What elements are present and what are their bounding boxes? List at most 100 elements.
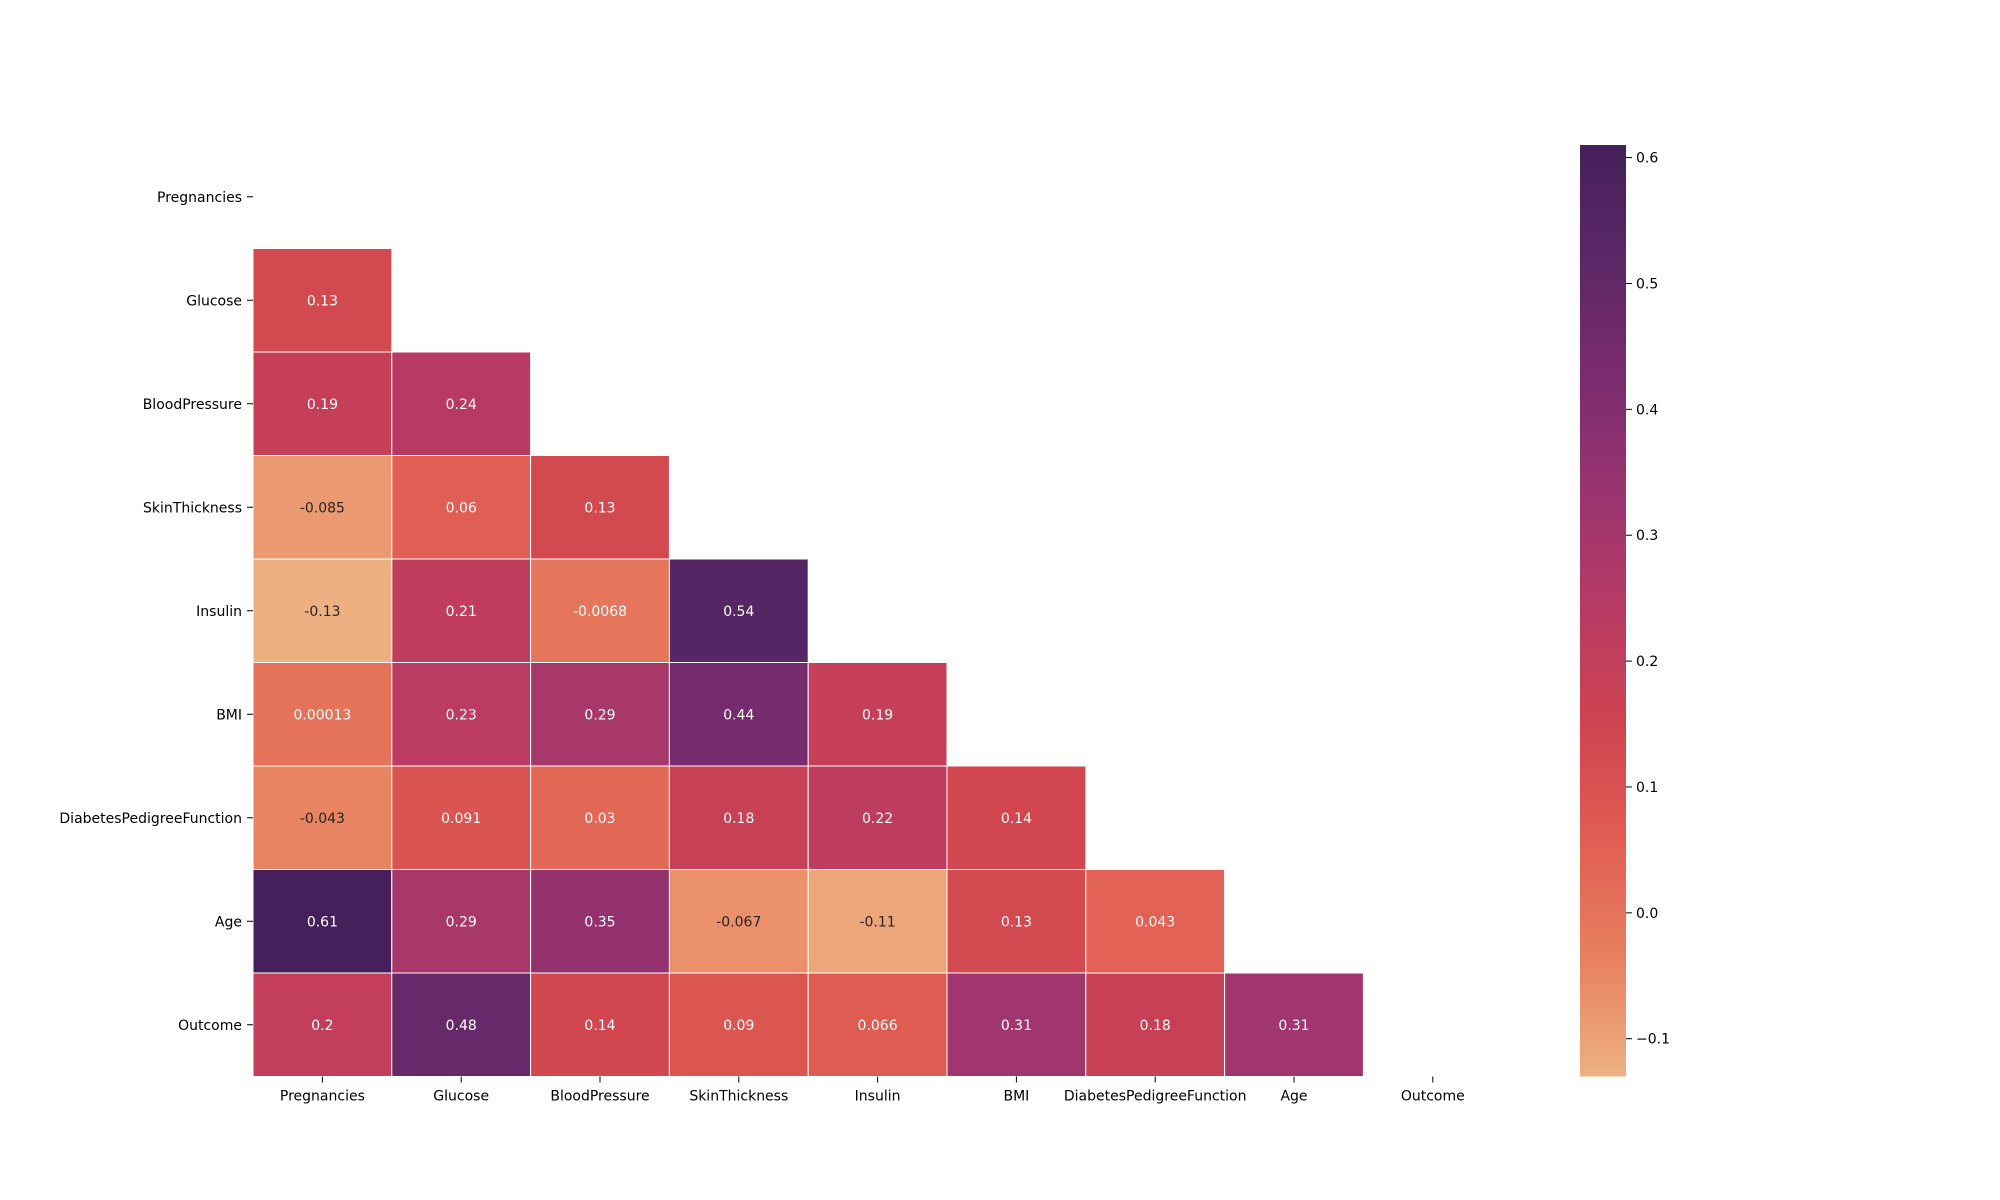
y-tick-label-insulin: Insulin bbox=[196, 604, 242, 620]
cell-value-label: -0.11 bbox=[859, 914, 895, 930]
cell-value-label: 0.23 bbox=[446, 707, 477, 723]
colorbar-tick-label: 0.1 bbox=[1636, 780, 1658, 796]
colorbar-tick-label: 0.5 bbox=[1636, 276, 1658, 292]
cell-value-label: 0.19 bbox=[862, 707, 893, 723]
y-tick-label-bloodpressure: BloodPressure bbox=[143, 397, 242, 413]
y-tick-label-pregnancies: Pregnancies bbox=[157, 190, 242, 206]
cell-value-label: 0.29 bbox=[446, 914, 477, 930]
colorbar-tick-label: −0.1 bbox=[1636, 1032, 1670, 1048]
cell-value-label: 0.14 bbox=[1001, 811, 1032, 827]
y-tick-label-diabetespedigreefunction: DiabetesPedigreeFunction bbox=[59, 811, 242, 827]
heatmap-cell-bmi-bloodpressure bbox=[530, 662, 670, 767]
colorbar-tick-label: 0.6 bbox=[1636, 151, 1658, 167]
heatmap-cell-outcome-pregnancies bbox=[252, 972, 393, 1077]
x-tick-label-bloodpressure: BloodPressure bbox=[550, 1089, 649, 1105]
y-tick-label-age: Age bbox=[215, 914, 242, 930]
cell-value-label: 0.44 bbox=[723, 707, 754, 723]
cell-value-label: 0.31 bbox=[1001, 1018, 1032, 1034]
colorbar-tick-label: 0.4 bbox=[1636, 402, 1658, 418]
heatmap-cell-bmi-insulin bbox=[807, 662, 948, 767]
x-tick-label-outcome: Outcome bbox=[1401, 1089, 1465, 1105]
heatmap-cell-bloodpressure-glucose bbox=[391, 351, 532, 456]
heatmap-cell-outcome-age bbox=[1224, 972, 1364, 1077]
cell-value-label: 0.2 bbox=[311, 1018, 333, 1034]
cell-value-label: 0.06 bbox=[446, 500, 477, 516]
heatmap-cell-insulin-skinthickness bbox=[668, 558, 809, 663]
heatmap-cell-diabetespedigreefunction-bmi bbox=[946, 765, 1087, 870]
cell-value-label: 0.21 bbox=[446, 604, 477, 620]
y-axis: Pregnancies Glucose BloodPressure SkinThick… bbox=[59, 190, 253, 1034]
heatmap-cell-diabetespedigreefunction-glucose bbox=[391, 765, 532, 870]
heatmap-cell-age-skinthickness bbox=[668, 869, 809, 974]
heatmap-cell-outcome-bmi bbox=[946, 972, 1087, 1077]
colorbar: −0.1 0.0 0.1 0.2 0.3 0.4 0.5 0.6 bbox=[1580, 145, 1670, 1077]
heatmap-cell-skinthickness-pregnancies bbox=[252, 455, 393, 560]
heatmap-cell-age-diabetespedigreefunction bbox=[1085, 869, 1226, 974]
heatmap-cells bbox=[252, 248, 1364, 1077]
heatmap-cell-insulin-glucose bbox=[391, 558, 532, 663]
cell-value-label: -0.13 bbox=[304, 604, 340, 620]
heatmap-cell-bloodpressure-pregnancies bbox=[252, 351, 393, 456]
cell-value-label: -0.0068 bbox=[573, 604, 627, 620]
heatmap-cell-outcome-bloodpressure bbox=[530, 972, 670, 1077]
cell-value-label: 0.03 bbox=[584, 811, 615, 827]
colorbar-gradient bbox=[1580, 145, 1626, 1077]
heatmap-cell-diabetespedigreefunction-insulin bbox=[807, 765, 948, 870]
heatmap-cell-outcome-diabetespedigreefunction bbox=[1085, 972, 1226, 1077]
cell-value-label: 0.48 bbox=[446, 1018, 477, 1034]
heatmap-cell-outcome-insulin bbox=[807, 972, 948, 1077]
cell-value-label: 0.54 bbox=[723, 604, 754, 620]
x-tick-label-glucose: Glucose bbox=[433, 1089, 489, 1105]
heatmap-cell-insulin-bloodpressure bbox=[530, 558, 670, 663]
heatmap-cell-outcome-glucose bbox=[391, 972, 532, 1077]
cell-value-label: -0.043 bbox=[300, 811, 345, 827]
cell-value-label: 0.19 bbox=[307, 397, 338, 413]
heatmap-cell-diabetespedigreefunction-skinthickness bbox=[668, 765, 809, 870]
cell-value-label: 0.043 bbox=[1135, 914, 1175, 930]
heatmap-cell-labels: 0.13 0.19 0.24 -0.085 0.06 0.13 -0.13 0.21 -0.00… bbox=[293, 293, 1309, 1034]
heatmap-cell-bmi-skinthickness bbox=[668, 662, 809, 767]
heatmap-cell-age-glucose bbox=[391, 869, 532, 974]
cell-value-label: 0.14 bbox=[584, 1018, 615, 1034]
y-tick-label-skinthickness: SkinThickness bbox=[143, 500, 242, 516]
cell-value-label: 0.24 bbox=[446, 397, 477, 413]
cell-value-label: 0.066 bbox=[858, 1018, 898, 1034]
cell-value-label: 0.18 bbox=[1140, 1018, 1171, 1034]
y-tick-label-outcome: Outcome bbox=[178, 1018, 242, 1034]
x-tick-label-pregnancies: Pregnancies bbox=[280, 1089, 365, 1105]
cell-value-label: 0.61 bbox=[307, 914, 338, 930]
x-axis: Pregnancies Glucose BloodPressure SkinThick… bbox=[280, 1076, 1465, 1105]
x-tick-label-bmi: BMI bbox=[1003, 1089, 1029, 1105]
x-tick-label-age: Age bbox=[1280, 1089, 1307, 1105]
cell-value-label: 0.31 bbox=[1278, 1018, 1309, 1034]
cell-value-label: 0.13 bbox=[584, 500, 615, 516]
heatmap-cell-glucose-pregnancies bbox=[252, 248, 393, 353]
heatmap-cell-bmi-glucose bbox=[391, 662, 532, 767]
colorbar-tick-label: 0.2 bbox=[1636, 654, 1658, 670]
cell-value-label: 0.13 bbox=[1001, 914, 1032, 930]
cell-value-label: -0.067 bbox=[716, 914, 761, 930]
heatmap-cell-age-pregnancies bbox=[252, 869, 393, 974]
heatmap-cell-insulin-pregnancies bbox=[252, 558, 393, 663]
cell-value-label: 0.091 bbox=[441, 811, 481, 827]
colorbar-tick-label: 0.0 bbox=[1636, 906, 1658, 922]
cell-value-label: 0.22 bbox=[862, 811, 893, 827]
cell-value-label: 0.00013 bbox=[293, 707, 351, 723]
heatmap-cell-age-insulin bbox=[807, 869, 948, 974]
y-tick-label-bmi: BMI bbox=[216, 707, 242, 723]
heatmap-cell-diabetespedigreefunction-bloodpressure bbox=[530, 765, 670, 870]
cell-value-label: 0.13 bbox=[307, 293, 338, 309]
cell-value-label: 0.29 bbox=[584, 707, 615, 723]
colorbar-tick-label: 0.3 bbox=[1636, 528, 1658, 544]
cell-value-label: 0.18 bbox=[723, 811, 754, 827]
cell-value-label: -0.085 bbox=[300, 500, 345, 516]
heatmap-cell-diabetespedigreefunction-pregnancies bbox=[252, 765, 393, 870]
x-tick-label-diabetespedigreefunction: DiabetesPedigreeFunction bbox=[1064, 1089, 1247, 1105]
cell-value-label: 0.35 bbox=[584, 914, 615, 930]
y-tick-label-glucose: Glucose bbox=[186, 293, 242, 309]
heatmap-cell-age-bloodpressure bbox=[530, 869, 670, 974]
cell-value-label: 0.09 bbox=[723, 1018, 754, 1034]
x-tick-label-skinthickness: SkinThickness bbox=[689, 1089, 788, 1105]
x-tick-label-insulin: Insulin bbox=[855, 1089, 901, 1105]
